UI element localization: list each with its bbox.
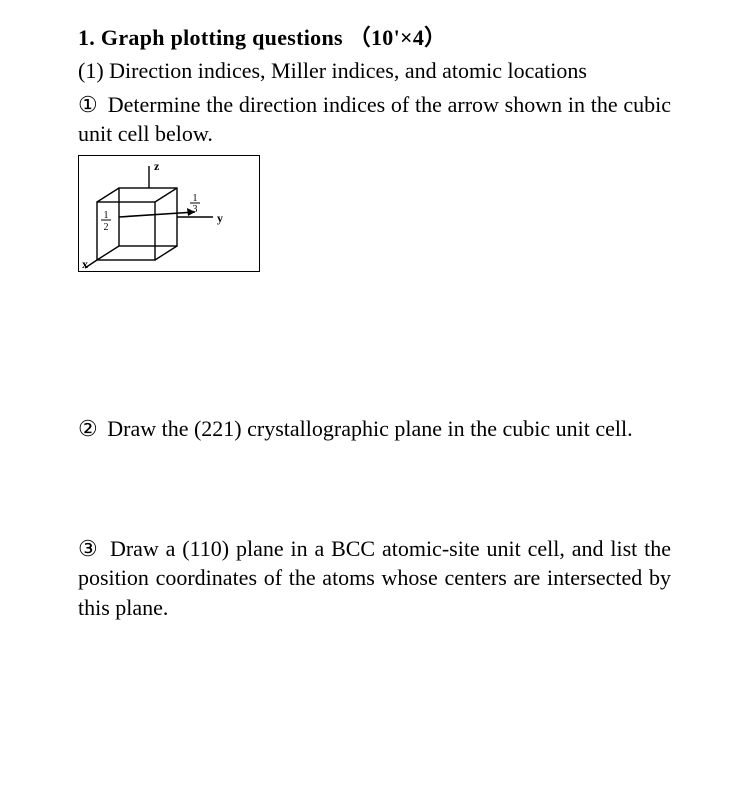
- blank-space-1: [78, 274, 671, 414]
- circled-3-icon: ③: [78, 536, 99, 561]
- unit-cell-diagram: z y x 1 2 1 3: [78, 155, 260, 272]
- circled-2-icon: ②: [78, 416, 98, 441]
- question-2-text: Draw the (221) crystallographic plane in…: [102, 416, 633, 441]
- unit-cell-svg: z y x 1 2 1 3: [79, 156, 259, 271]
- heading-points: （10'×4）: [349, 25, 447, 50]
- cube-edge-2: [155, 188, 177, 202]
- y-axis-label: y: [217, 211, 223, 225]
- blank-space-2: [78, 444, 671, 534]
- x-axis-label: x: [82, 257, 88, 271]
- cube-edge-1: [97, 188, 119, 202]
- direction-arrow-line: [119, 212, 195, 217]
- question-1-text: Determine the direction indices of the a…: [78, 92, 671, 147]
- z-axis-label: z: [154, 159, 160, 173]
- question-3: ③ Draw a (110) plane in a BCC atomic-sit…: [78, 534, 671, 623]
- document-page: 1. Graph plotting questions （10'×4） (1) …: [0, 0, 749, 643]
- cube-edge-3: [155, 246, 177, 260]
- fraction-right-num: 1: [193, 193, 198, 204]
- fraction-right-den: 3: [193, 204, 198, 215]
- section-heading: 1. Graph plotting questions （10'×4）: [78, 20, 671, 52]
- question-2: ② Draw the (221) crystallographic plane …: [78, 414, 671, 444]
- heading-title: Graph plotting questions: [101, 25, 343, 50]
- fraction-left-den: 2: [104, 222, 109, 233]
- cube-edge-4: [97, 246, 119, 260]
- question-1: ① Determine the direction indices of the…: [78, 90, 671, 149]
- subsection-title: (1) Direction indices, Miller indices, a…: [78, 56, 671, 86]
- fraction-left-num: 1: [104, 210, 109, 221]
- question-3-text: Draw a (110) plane in a BCC atomic-site …: [78, 536, 671, 620]
- heading-number: 1.: [78, 25, 95, 50]
- circled-1-icon: ①: [78, 92, 98, 117]
